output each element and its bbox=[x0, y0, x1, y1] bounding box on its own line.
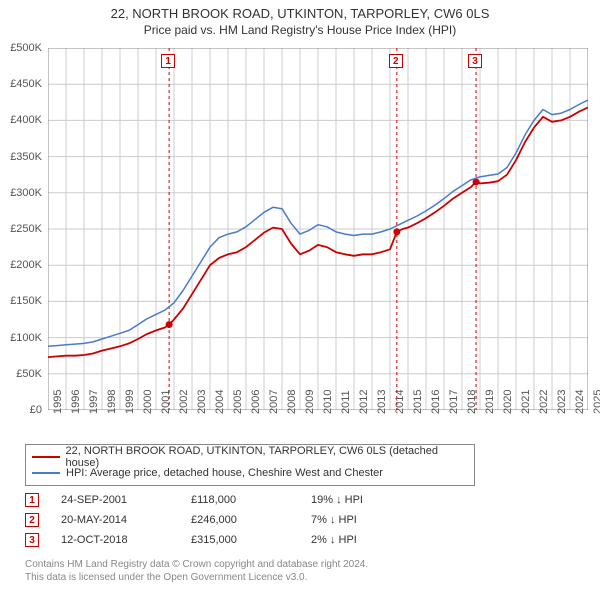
x-axis-label: 2008 bbox=[286, 390, 298, 414]
transaction-price: £118,000 bbox=[191, 494, 311, 506]
x-axis-label: 2005 bbox=[232, 390, 244, 414]
chart-marker-icon: 2 bbox=[389, 54, 403, 68]
x-axis-label: 2018 bbox=[466, 390, 478, 414]
chart-title: 22, NORTH BROOK ROAD, UTKINTON, TARPORLE… bbox=[0, 0, 600, 23]
x-axis-label: 2023 bbox=[556, 390, 568, 414]
legend-swatch bbox=[32, 472, 60, 474]
x-axis-label: 2007 bbox=[268, 390, 280, 414]
chart-subtitle: Price paid vs. HM Land Registry's House … bbox=[0, 23, 600, 41]
table-row: 3 12-OCT-2018 £315,000 2% ↓ HPI bbox=[25, 530, 363, 550]
x-axis-label: 2024 bbox=[574, 390, 586, 414]
x-axis-label: 2015 bbox=[412, 390, 424, 414]
transaction-delta: 2% ↓ HPI bbox=[311, 534, 357, 546]
x-axis-label: 2012 bbox=[358, 390, 370, 414]
x-axis-label: 2014 bbox=[394, 390, 406, 414]
transaction-delta: 7% ↓ HPI bbox=[311, 514, 357, 526]
y-axis-label: £150K bbox=[10, 295, 42, 307]
x-axis-label: 2003 bbox=[196, 390, 208, 414]
x-axis-label: 2017 bbox=[448, 390, 460, 414]
attribution-line: This data is licensed under the Open Gov… bbox=[25, 571, 368, 584]
x-axis-label: 2025 bbox=[592, 390, 600, 414]
x-axis-label: 2019 bbox=[484, 390, 496, 414]
y-axis-label: £0 bbox=[30, 404, 42, 416]
x-axis-label: 1996 bbox=[70, 390, 82, 414]
chart-marker-icon: 3 bbox=[468, 54, 482, 68]
y-axis-label: £300K bbox=[10, 187, 42, 199]
legend-label: HPI: Average price, detached house, Ches… bbox=[66, 467, 383, 479]
y-axis-label: £200K bbox=[10, 259, 42, 271]
y-axis-label: £350K bbox=[10, 151, 42, 163]
x-axis-label: 2000 bbox=[142, 390, 154, 414]
x-axis-label: 2022 bbox=[538, 390, 550, 414]
transaction-marker-icon: 3 bbox=[25, 533, 39, 547]
y-axis-label: £100K bbox=[10, 332, 42, 344]
y-axis-label: £450K bbox=[10, 78, 42, 90]
chart-container: 22, NORTH BROOK ROAD, UTKINTON, TARPORLE… bbox=[0, 0, 600, 590]
x-axis-label: 1997 bbox=[88, 390, 100, 414]
transaction-date: 12-OCT-2018 bbox=[61, 534, 191, 546]
y-axis-label: £500K bbox=[10, 42, 42, 54]
chart-plot-area: £0£50K£100K£150K£200K£250K£300K£350K£400… bbox=[48, 48, 588, 410]
x-axis-label: 2021 bbox=[520, 390, 532, 414]
attribution: Contains HM Land Registry data © Crown c… bbox=[25, 558, 368, 584]
x-axis-label: 1995 bbox=[52, 390, 64, 414]
legend-row: 22, NORTH BROOK ROAD, UTKINTON, TARPORLE… bbox=[32, 449, 468, 465]
x-axis-label: 2013 bbox=[376, 390, 388, 414]
x-axis-label: 2009 bbox=[304, 390, 316, 414]
chart-svg bbox=[48, 48, 588, 410]
y-axis-label: £250K bbox=[10, 223, 42, 235]
legend-swatch bbox=[32, 456, 60, 458]
attribution-line: Contains HM Land Registry data © Crown c… bbox=[25, 558, 368, 571]
x-axis-label: 1999 bbox=[124, 390, 136, 414]
y-axis-label: £400K bbox=[10, 114, 42, 126]
legend-label: 22, NORTH BROOK ROAD, UTKINTON, TARPORLE… bbox=[66, 445, 468, 469]
x-axis-label: 2020 bbox=[502, 390, 514, 414]
chart-marker-icon: 1 bbox=[161, 54, 175, 68]
transactions-table: 1 24-SEP-2001 £118,000 19% ↓ HPI 2 20-MA… bbox=[25, 490, 363, 550]
table-row: 2 20-MAY-2014 £246,000 7% ↓ HPI bbox=[25, 510, 363, 530]
x-axis-label: 1998 bbox=[106, 390, 118, 414]
transaction-date: 24-SEP-2001 bbox=[61, 494, 191, 506]
transaction-delta: 19% ↓ HPI bbox=[311, 494, 363, 506]
transaction-price: £246,000 bbox=[191, 514, 311, 526]
transaction-date: 20-MAY-2014 bbox=[61, 514, 191, 526]
x-axis-label: 2010 bbox=[322, 390, 334, 414]
x-axis-label: 2011 bbox=[340, 390, 352, 414]
y-axis-label: £50K bbox=[16, 368, 42, 380]
transaction-marker-icon: 2 bbox=[25, 513, 39, 527]
legend: 22, NORTH BROOK ROAD, UTKINTON, TARPORLE… bbox=[25, 444, 475, 486]
transaction-price: £315,000 bbox=[191, 534, 311, 546]
transaction-marker-icon: 1 bbox=[25, 493, 39, 507]
x-axis-label: 2001 bbox=[160, 390, 172, 414]
table-row: 1 24-SEP-2001 £118,000 19% ↓ HPI bbox=[25, 490, 363, 510]
x-axis-label: 2016 bbox=[430, 390, 442, 414]
x-axis-label: 2006 bbox=[250, 390, 262, 414]
x-axis-label: 2004 bbox=[214, 390, 226, 414]
x-axis-label: 2002 bbox=[178, 390, 190, 414]
